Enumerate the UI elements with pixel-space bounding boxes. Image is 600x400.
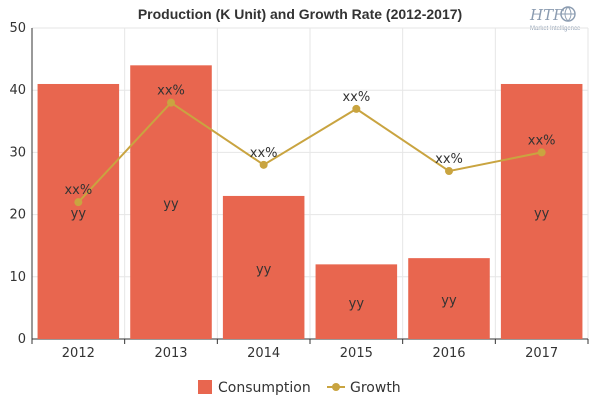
legend-label-growth: Growth	[350, 380, 401, 396]
bar-consumption	[408, 258, 490, 339]
y-tick-label: 10	[9, 270, 26, 285]
growth-point	[445, 167, 453, 176]
axis-layer: 0 10 20 30 40 50 2012 2013 2014 2015 2016 2017	[9, 21, 589, 361]
bar-data-label: yy	[256, 262, 272, 277]
y-tick-label: 0	[18, 332, 26, 347]
growth-data-label: xx%	[342, 90, 370, 105]
x-tick-label: 2015	[340, 346, 373, 361]
logo-text: HTF	[529, 6, 564, 24]
bar-consumption	[37, 83, 120, 339]
line-layer	[74, 98, 546, 207]
logo-subtext: Market Intelligence	[530, 26, 581, 32]
globe-meridian	[561, 6, 575, 22]
bar-consumption	[315, 264, 398, 339]
growth-data-label: xx%	[64, 183, 92, 198]
logo: HTF Market Intelligence	[529, 6, 581, 32]
bar-consumption	[500, 83, 583, 339]
legend-label-consumption: Consumption	[218, 380, 311, 396]
bar-data-label: yy	[349, 297, 365, 312]
legend-swatch-consumption	[198, 380, 212, 394]
growth-line	[77, 101, 542, 203]
growth-point	[167, 98, 175, 107]
growth-point	[537, 148, 546, 157]
x-tick-label: 2013	[154, 346, 187, 361]
bar-consumption	[222, 195, 305, 339]
y-tick-label: 50	[9, 21, 26, 36]
growth-point	[74, 198, 83, 207]
chart-title: Production (K Unit) and Growth Rate (201…	[138, 6, 462, 22]
x-tick-label: 2016	[432, 346, 465, 361]
bar-layer	[37, 65, 583, 339]
label-layer: yy yy yy yy yy yy xx% xx% xx% xx% xx% xx%	[64, 84, 555, 312]
x-tick-label: 2012	[62, 346, 95, 361]
bar-data-label: yy	[71, 206, 87, 221]
growth-data-label: xx%	[528, 133, 556, 148]
legend: Consumption Growth	[198, 380, 401, 396]
growth-data-label: xx%	[157, 84, 185, 99]
growth-data-label: xx%	[435, 152, 463, 167]
bar-consumption	[130, 65, 212, 339]
x-tick-label: 2014	[247, 346, 280, 361]
bar-data-label: yy	[534, 206, 550, 221]
bar-data-label: yy	[163, 197, 179, 212]
y-tick-label: 20	[9, 208, 26, 223]
bar-data-label: yy	[441, 294, 457, 309]
growth-point	[352, 104, 361, 113]
growth-data-label: xx%	[250, 146, 278, 161]
legend-marker-growth	[332, 383, 340, 391]
y-tick-label: 30	[9, 145, 26, 160]
growth-point	[259, 160, 268, 169]
y-tick-label: 40	[9, 83, 26, 98]
x-tick-label: 2017	[525, 346, 558, 361]
